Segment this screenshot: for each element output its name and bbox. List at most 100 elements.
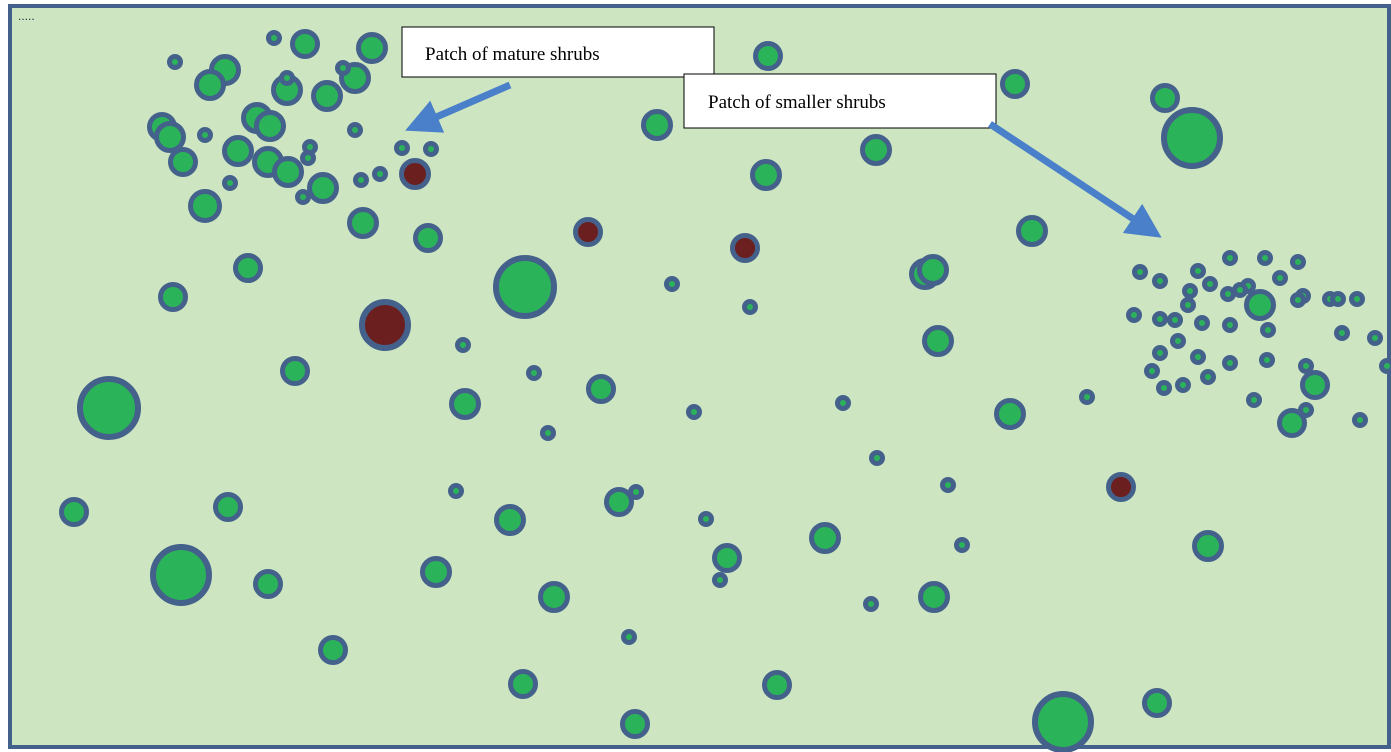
live-shrub (493, 255, 557, 319)
live-shrub (809, 522, 841, 554)
live-shrub (869, 450, 885, 466)
live-shrub (150, 544, 212, 606)
live-shrub (423, 141, 439, 157)
live-shrub (233, 253, 263, 283)
live-shrub (1367, 330, 1383, 346)
live-shrub (1132, 264, 1148, 280)
live-shrub (59, 497, 89, 527)
live-shrub (586, 374, 616, 404)
live-shrub (1190, 349, 1206, 365)
live-shrub (698, 511, 714, 527)
live-shrub (1167, 312, 1183, 328)
dead-shrub (1106, 472, 1136, 502)
live-shrub (1180, 297, 1196, 313)
live-shrub (860, 134, 892, 166)
live-shrub (1352, 412, 1368, 428)
live-shrub (1277, 408, 1307, 438)
live-shrub (526, 365, 542, 381)
live-shrub (1190, 263, 1206, 279)
live-shrub (1334, 325, 1350, 341)
live-shrub (1144, 363, 1160, 379)
live-shrub (1260, 322, 1276, 338)
live-shrub (1152, 273, 1168, 289)
live-shrub (194, 69, 226, 101)
live-shrub (449, 388, 481, 420)
live-shrub (154, 121, 186, 153)
live-shrub (280, 356, 310, 386)
dead-shrub (573, 217, 603, 247)
live-shrub (628, 484, 644, 500)
live-shrub (540, 425, 556, 441)
live-shrub (1246, 392, 1262, 408)
live-shrub (1079, 389, 1095, 405)
live-shrub (1379, 358, 1391, 374)
smaller-arrow (988, 121, 1162, 238)
live-shrub (1349, 291, 1365, 307)
live-shrub (1000, 69, 1030, 99)
smaller-label: Patch of smaller shrubs (708, 92, 886, 113)
live-shrub (1016, 215, 1048, 247)
live-shrub (290, 29, 320, 59)
live-shrub (347, 122, 363, 138)
live-shrub (295, 189, 311, 205)
live-shrub (272, 156, 304, 188)
live-shrub (353, 172, 369, 188)
live-shrub (1220, 286, 1236, 302)
live-shrub (1202, 276, 1218, 292)
live-shrub (917, 254, 949, 286)
live-shrub (753, 41, 783, 71)
live-shrub (1150, 83, 1180, 113)
live-shrub (222, 175, 238, 191)
live-shrub (311, 80, 343, 112)
live-shrub (168, 147, 198, 177)
live-shrub (954, 537, 970, 553)
live-shrub (158, 282, 188, 312)
live-shrub (1156, 380, 1172, 396)
live-shrub (222, 135, 254, 167)
live-shrub (508, 669, 538, 699)
live-shrub (1244, 289, 1276, 321)
live-shrub (1290, 292, 1306, 308)
live-shrub (922, 325, 954, 357)
live-shrub (742, 299, 758, 315)
live-shrub (1192, 530, 1224, 562)
live-shrub (356, 32, 388, 64)
live-shrub (641, 109, 673, 141)
live-shrub (1126, 307, 1142, 323)
live-shrub (77, 376, 141, 440)
live-shrub (279, 70, 295, 86)
live-shrub (1257, 250, 1273, 266)
live-shrub (604, 487, 634, 517)
live-shrub (686, 404, 702, 420)
live-shrub (300, 150, 316, 166)
smaller-callout: Patch of smaller shrubs (683, 73, 1162, 238)
mature-label: Patch of mature shrubs (425, 44, 600, 65)
live-shrub (188, 189, 222, 223)
live-shrub (1161, 107, 1223, 169)
live-shrub (394, 140, 410, 156)
live-shrub (1290, 254, 1306, 270)
live-shrub (762, 670, 792, 700)
live-shrub (1170, 333, 1186, 349)
mature-callout: Patch of mature shrubs (401, 26, 715, 133)
live-shrub (712, 543, 742, 573)
live-shrub (1175, 377, 1191, 393)
live-shrub (940, 477, 956, 493)
live-shrub (1232, 282, 1248, 298)
live-shrub (253, 569, 283, 599)
field-background (8, 4, 1391, 749)
live-shrub (1222, 317, 1238, 333)
live-shrub (835, 395, 851, 411)
corner-mark: ..... (18, 9, 35, 23)
live-shrub (197, 127, 213, 143)
live-shrub (266, 30, 282, 46)
live-shrub (448, 483, 464, 499)
live-shrub (1182, 283, 1198, 299)
live-shrub (750, 159, 782, 191)
live-shrub (1222, 355, 1238, 371)
live-shrub (413, 223, 443, 253)
live-shrub (664, 276, 680, 292)
live-shrub (213, 492, 243, 522)
live-shrub (621, 629, 637, 645)
